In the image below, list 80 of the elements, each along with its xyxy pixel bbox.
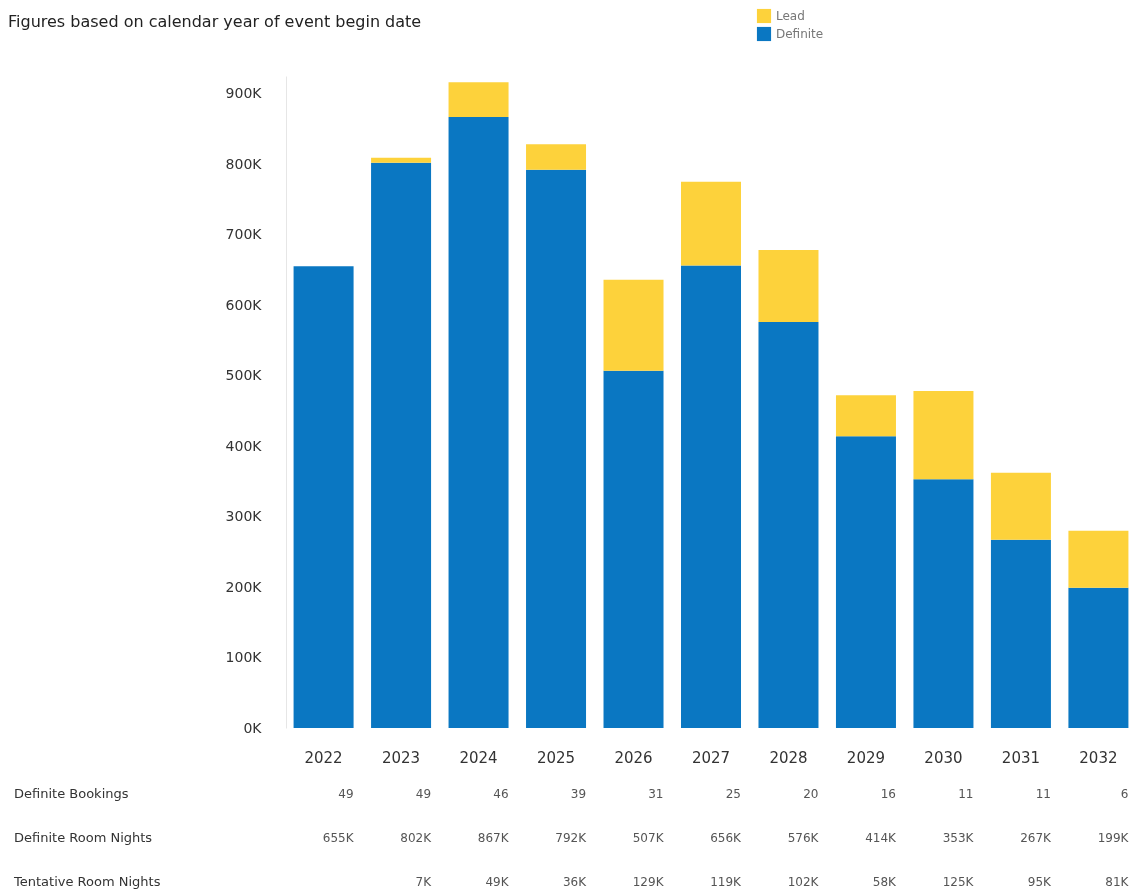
data-label: 414K xyxy=(865,831,898,845)
text: 20 xyxy=(803,787,819,801)
text: 49 xyxy=(415,787,432,801)
bar xyxy=(603,279,664,371)
data-label: 656K xyxy=(710,831,743,845)
legend-label: Definite xyxy=(776,27,824,41)
text: 11 xyxy=(1035,787,1051,801)
y-tick-label: 200K xyxy=(225,578,263,595)
y-tick-label: 500K xyxy=(225,367,263,384)
y-tick-label: 100K xyxy=(225,649,263,666)
text: 46 xyxy=(493,787,509,801)
bar xyxy=(758,250,819,322)
data-label: 353K xyxy=(942,831,975,845)
data-label: 36K xyxy=(562,875,588,889)
bar xyxy=(835,436,896,728)
bar xyxy=(835,395,896,437)
bar xyxy=(448,116,509,728)
x-tick-label: 2028 xyxy=(769,748,808,767)
y-tick-label: 300K xyxy=(225,508,263,525)
bar xyxy=(990,472,1051,540)
bar xyxy=(758,322,819,728)
text: 16 xyxy=(880,787,896,801)
data-label: 867K xyxy=(477,831,510,845)
data-label: 49K xyxy=(485,875,510,889)
bar xyxy=(526,144,587,170)
bar xyxy=(1068,587,1129,728)
text: 11 xyxy=(958,787,974,801)
bar xyxy=(1068,530,1129,588)
chart-subtitle: Figures based on calendar year of event begin date xyxy=(8,12,422,31)
y-tick-label: 800K xyxy=(225,155,263,172)
x-tick-label: 2026 xyxy=(614,748,653,767)
x-tick-label: 2030 xyxy=(924,748,963,767)
data-label: 7K xyxy=(415,875,433,889)
bar xyxy=(293,266,354,728)
bar xyxy=(990,539,1051,728)
x-tick-label: 2031 xyxy=(1001,748,1041,767)
data-label: 576K xyxy=(787,831,820,845)
data-label: 81K xyxy=(1105,875,1130,889)
text: Tentative Room Nights xyxy=(13,874,161,889)
bar xyxy=(448,82,509,117)
data-label: 95K xyxy=(1027,875,1053,889)
data-label: 129K xyxy=(632,875,665,889)
x-tick-label: 2022 xyxy=(304,748,343,767)
data-label: 199K xyxy=(1097,831,1130,845)
x-tick-label: 2027 xyxy=(691,748,731,767)
x-tick-label: 2032 xyxy=(1079,748,1118,767)
data-label: 125K xyxy=(942,875,975,889)
x-tick-label: 2029 xyxy=(846,748,886,767)
data-label: 792K xyxy=(555,831,588,845)
data-label: 58K xyxy=(872,875,898,889)
data-label: 802K xyxy=(400,831,433,845)
bar xyxy=(371,157,432,163)
x-tick-label: 2024 xyxy=(459,748,498,767)
data-label: 655K xyxy=(322,831,355,845)
text: 39 xyxy=(570,787,587,801)
y-tick-label: 900K xyxy=(225,85,263,102)
bar xyxy=(371,162,432,728)
bar xyxy=(913,479,974,728)
bar xyxy=(913,391,974,480)
bar xyxy=(681,265,741,728)
data-label: 507K xyxy=(632,831,665,845)
y-tick-label: 400K xyxy=(225,437,263,454)
x-tick-label: 2023 xyxy=(381,748,421,767)
text: Definite Bookings xyxy=(14,786,129,801)
data-label: 267K xyxy=(1020,831,1053,845)
data-label: 102K xyxy=(787,875,820,889)
bar xyxy=(603,370,664,728)
x-tick-label: 2025 xyxy=(536,748,576,767)
text: Definite Room Nights xyxy=(14,830,153,845)
text: 6 xyxy=(1120,787,1129,801)
y-tick-label: 600K xyxy=(225,296,263,313)
text: 31 xyxy=(648,787,664,801)
bar xyxy=(526,169,587,728)
data-label: 119K xyxy=(710,875,743,889)
text: 25 xyxy=(725,787,741,801)
y-tick-label: 0K xyxy=(243,719,263,736)
legend-label: Lead xyxy=(776,9,805,23)
y-tick-label: 700K xyxy=(225,226,263,243)
text: 49 xyxy=(338,787,354,801)
bar xyxy=(681,181,741,266)
